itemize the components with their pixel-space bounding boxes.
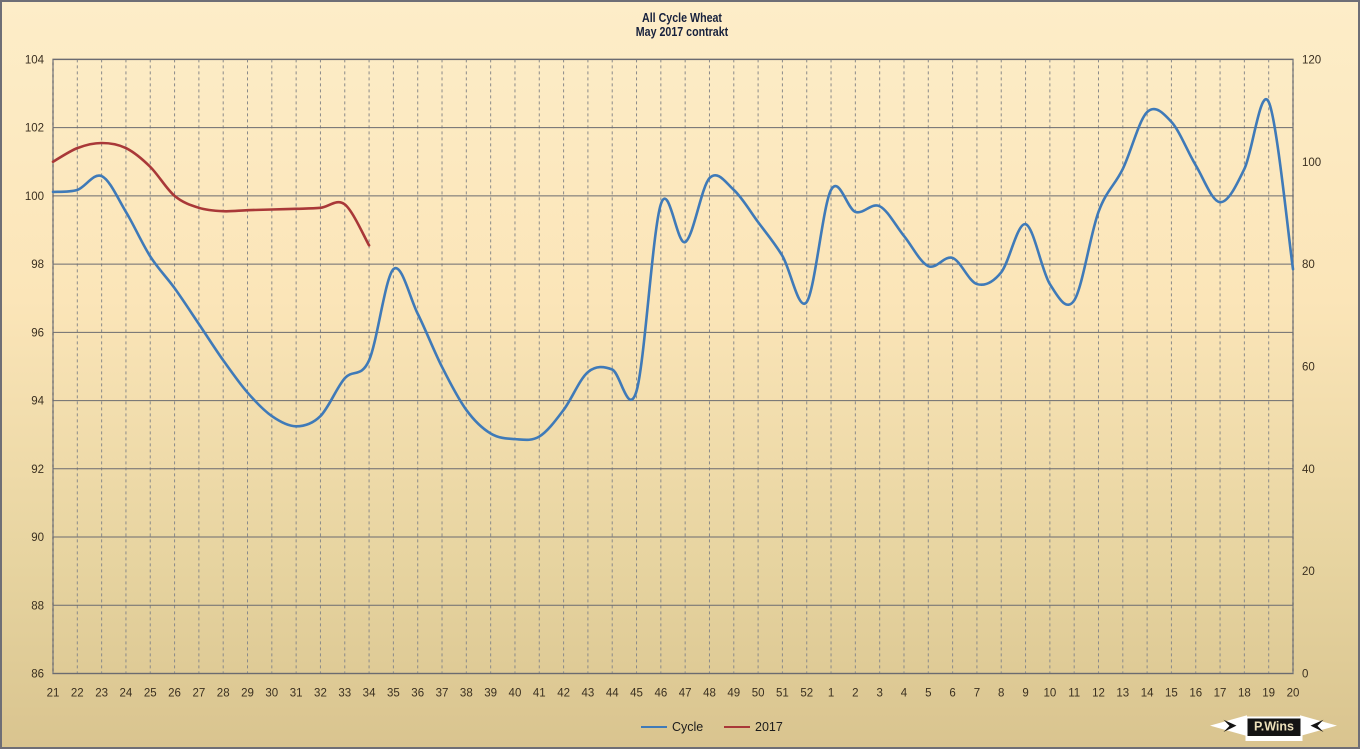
- svg-text:46: 46: [654, 688, 667, 700]
- svg-text:44: 44: [606, 688, 619, 700]
- svg-text:38: 38: [460, 688, 473, 700]
- svg-text:16: 16: [1189, 688, 1202, 700]
- svg-text:49: 49: [727, 688, 740, 700]
- svg-text:9: 9: [1022, 688, 1028, 700]
- svg-text:1: 1: [828, 688, 834, 700]
- svg-text:17: 17: [1214, 688, 1227, 700]
- svg-text:27: 27: [192, 688, 205, 700]
- svg-text:33: 33: [338, 688, 351, 700]
- svg-text:88: 88: [31, 600, 44, 612]
- svg-text:20: 20: [1302, 566, 1315, 578]
- svg-text:30: 30: [265, 688, 278, 700]
- svg-text:8: 8: [998, 688, 1004, 700]
- svg-text:80: 80: [1302, 259, 1315, 271]
- svg-text:11: 11: [1068, 688, 1080, 700]
- svg-text:21: 21: [47, 688, 60, 700]
- svg-text:47: 47: [679, 688, 692, 700]
- svg-text:6: 6: [949, 688, 955, 700]
- svg-text:51: 51: [776, 688, 789, 700]
- svg-text:120: 120: [1302, 54, 1321, 66]
- svg-text:20: 20: [1287, 688, 1300, 700]
- svg-text:39: 39: [484, 688, 497, 700]
- svg-text:104: 104: [25, 54, 45, 66]
- svg-text:100: 100: [1302, 157, 1321, 169]
- svg-text:24: 24: [120, 688, 133, 700]
- svg-text:40: 40: [509, 688, 522, 700]
- svg-text:86: 86: [31, 669, 44, 681]
- svg-text:52: 52: [800, 688, 813, 700]
- svg-text:92: 92: [31, 464, 44, 476]
- svg-text:28: 28: [217, 688, 230, 700]
- svg-text:0: 0: [1302, 669, 1308, 681]
- svg-text:7: 7: [974, 688, 980, 700]
- svg-text:19: 19: [1262, 688, 1275, 700]
- svg-text:34: 34: [363, 688, 376, 700]
- svg-text:15: 15: [1165, 688, 1178, 700]
- svg-text:35: 35: [387, 688, 400, 700]
- svg-text:60: 60: [1302, 361, 1315, 373]
- svg-text:5: 5: [925, 688, 931, 700]
- svg-text:32: 32: [314, 688, 327, 700]
- svg-text:90: 90: [31, 532, 44, 544]
- svg-text:42: 42: [557, 688, 570, 700]
- svg-text:10: 10: [1043, 688, 1056, 700]
- svg-text:22: 22: [71, 688, 84, 700]
- svg-text:41: 41: [533, 688, 546, 700]
- svg-text:29: 29: [241, 688, 254, 700]
- svg-text:37: 37: [436, 688, 449, 700]
- svg-text:23: 23: [95, 688, 108, 700]
- svg-text:12: 12: [1092, 688, 1105, 700]
- svg-text:96: 96: [31, 327, 44, 339]
- svg-text:18: 18: [1238, 688, 1251, 700]
- svg-text:31: 31: [290, 688, 303, 700]
- svg-text:40: 40: [1302, 464, 1315, 476]
- svg-text:100: 100: [25, 191, 44, 203]
- svg-text:2: 2: [852, 688, 858, 700]
- svg-text:25: 25: [144, 688, 157, 700]
- svg-text:3: 3: [876, 688, 882, 700]
- svg-text:36: 36: [411, 688, 424, 700]
- svg-text:13: 13: [1116, 688, 1129, 700]
- svg-text:26: 26: [168, 688, 181, 700]
- svg-text:98: 98: [31, 259, 44, 271]
- svg-text:4: 4: [901, 688, 908, 700]
- svg-text:14: 14: [1141, 688, 1154, 700]
- svg-text:94: 94: [31, 396, 44, 408]
- svg-text:45: 45: [630, 688, 643, 700]
- svg-text:43: 43: [582, 688, 595, 700]
- svg-text:48: 48: [703, 688, 716, 700]
- svg-text:50: 50: [752, 688, 765, 700]
- svg-text:102: 102: [25, 123, 44, 135]
